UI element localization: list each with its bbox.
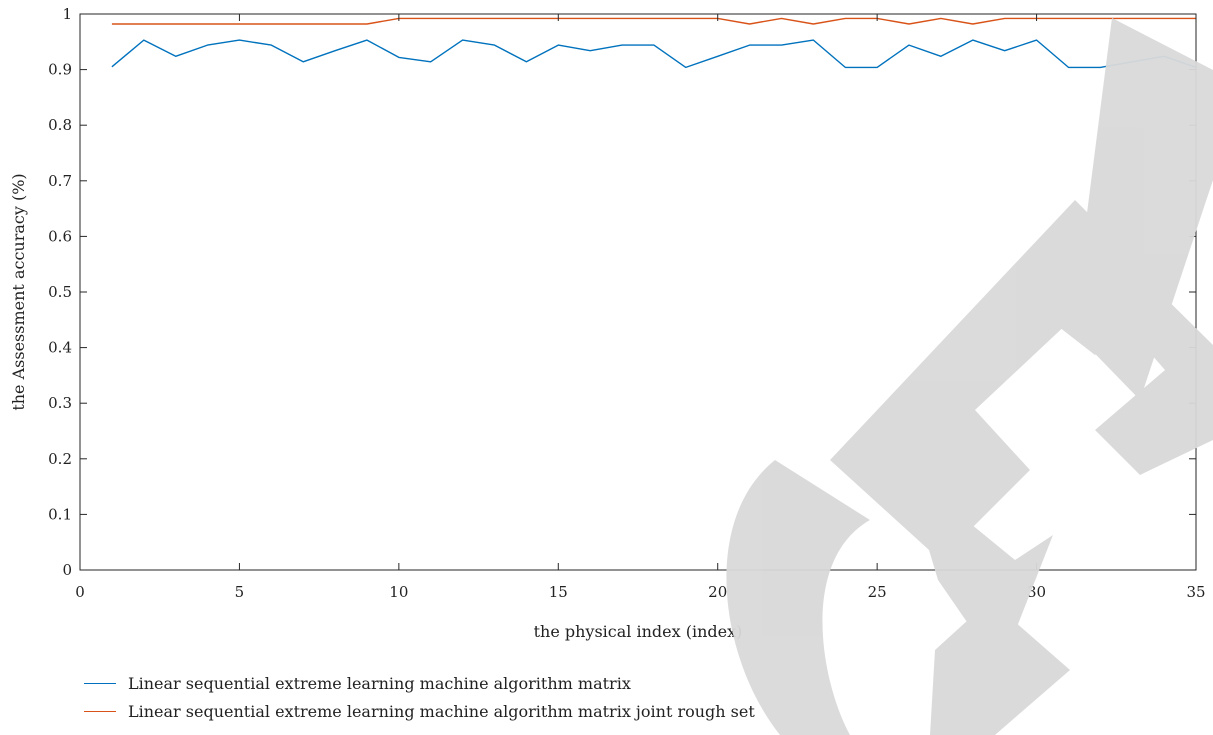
x-tick-label: 30 xyxy=(1027,583,1046,601)
y-tick-label: 0.8 xyxy=(48,116,72,134)
x-axis-label: the physical index (index) xyxy=(534,622,743,641)
legend-swatch-blue xyxy=(84,682,116,684)
x-tick-label: 10 xyxy=(389,583,408,601)
series-layer xyxy=(111,17,1197,69)
legend-swatch-orange xyxy=(84,710,116,712)
y-tick-label: 0.5 xyxy=(48,283,72,301)
series-line-blue xyxy=(111,39,1197,69)
plot-frame xyxy=(79,13,1197,571)
y-tick-label: 0.2 xyxy=(48,450,72,468)
y-tick-label: 0.4 xyxy=(48,339,72,357)
x-tick-label: 0 xyxy=(75,583,85,601)
x-tick-label: 20 xyxy=(708,583,727,601)
x-tick-label: 5 xyxy=(235,583,245,601)
y-tick-label: 0.3 xyxy=(48,394,72,412)
y-tick-label: 0.7 xyxy=(48,172,72,190)
y-axis: 0 0.1 0.2 0.3 0.4 0.5 0.6 0.7 0.8 0.9 1 xyxy=(48,5,1196,579)
plot-box xyxy=(79,13,1197,571)
x-axis: 0 5 10 15 20 25 30 35 xyxy=(75,14,1206,601)
y-tick-label: 0.1 xyxy=(48,505,72,523)
legend-label: Linear sequential extreme learning machi… xyxy=(128,673,631,693)
legend-item-orange: Linear sequential extreme learning machi… xyxy=(84,701,755,721)
legend: Linear sequential extreme learning machi… xyxy=(84,673,755,729)
x-tick-label: 15 xyxy=(549,583,568,601)
x-tick-label: 35 xyxy=(1186,583,1205,601)
legend-item-blue: Linear sequential extreme learning machi… xyxy=(84,673,755,693)
y-tick-label: 0.9 xyxy=(48,61,72,79)
series-line-orange xyxy=(111,17,1196,25)
x-tick-label: 25 xyxy=(868,583,887,601)
y-tick-label: 0.6 xyxy=(48,227,72,245)
y-tick-label: 0 xyxy=(62,561,72,579)
y-tick-label: 1 xyxy=(62,5,72,23)
y-axis-label: the Assessment accuracy (%) xyxy=(9,173,28,410)
legend-label: Linear sequential extreme learning machi… xyxy=(128,701,755,721)
